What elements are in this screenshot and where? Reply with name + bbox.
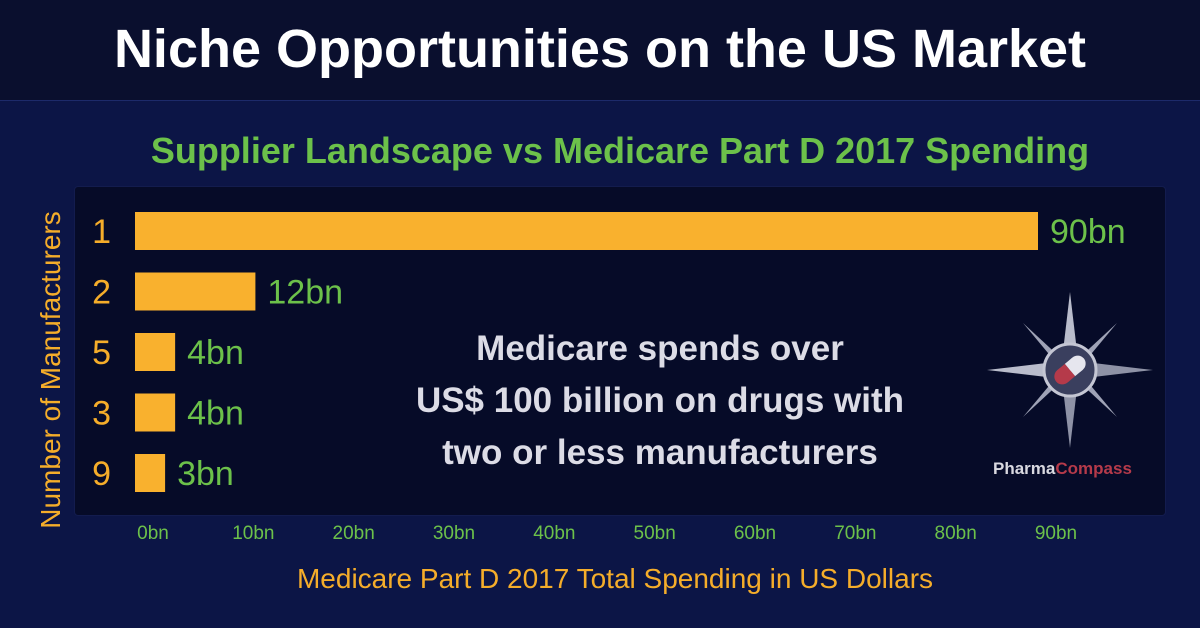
- annotation-line-3: two or less manufacturers: [442, 433, 878, 472]
- x-tick-label: 80bn: [935, 523, 977, 544]
- compass-pill-icon: [987, 292, 1153, 448]
- data-label: 90bn: [1050, 213, 1126, 251]
- title-bar: [0, 0, 1200, 101]
- category-label: 2: [92, 274, 111, 312]
- x-tick-label: 50bn: [634, 523, 676, 544]
- x-axis-label: Medicare Part D 2017 Total Spending in U…: [296, 563, 934, 594]
- data-label: 3bn: [177, 455, 234, 493]
- logo-text: PharmaCompass: [993, 459, 1132, 479]
- x-tick-label: 90bn: [1035, 523, 1077, 544]
- logo-text-compass: Compass: [1055, 459, 1132, 478]
- x-tick-label: 20bn: [333, 523, 375, 544]
- x-tick-label: 60bn: [734, 523, 776, 544]
- x-tick-label: 70bn: [834, 523, 876, 544]
- category-label: 3: [92, 395, 111, 433]
- category-label: 9: [92, 455, 111, 493]
- bar: [135, 272, 256, 311]
- bar: [135, 212, 1038, 250]
- page-title: Niche Opportunities on the US Market: [113, 19, 1087, 79]
- category-label: 1: [92, 213, 111, 251]
- x-tick-label: 30bn: [433, 523, 475, 544]
- data-label: 4bn: [187, 334, 244, 372]
- logo-text-pharma: Pharma: [993, 459, 1056, 478]
- bar: [135, 333, 176, 371]
- bar: [135, 454, 166, 492]
- x-tick-label: 10bn: [232, 523, 274, 544]
- chart-annotation: Medicare spends over US$ 100 billion on …: [360, 323, 960, 479]
- bar: [135, 393, 176, 432]
- data-label: 4bn: [187, 395, 244, 433]
- category-label: 5: [92, 334, 111, 372]
- x-tick-label: 40bn: [533, 523, 575, 544]
- annotation-line-1: Medicare spends over: [476, 329, 844, 368]
- x-tick-label: 0bn: [137, 523, 169, 544]
- chart-subtitle: Supplier Landscape vs Medicare Part D 20…: [150, 130, 1090, 171]
- data-label: 12bn: [267, 274, 343, 312]
- annotation-line-2: US$ 100 billion on drugs with: [415, 381, 905, 420]
